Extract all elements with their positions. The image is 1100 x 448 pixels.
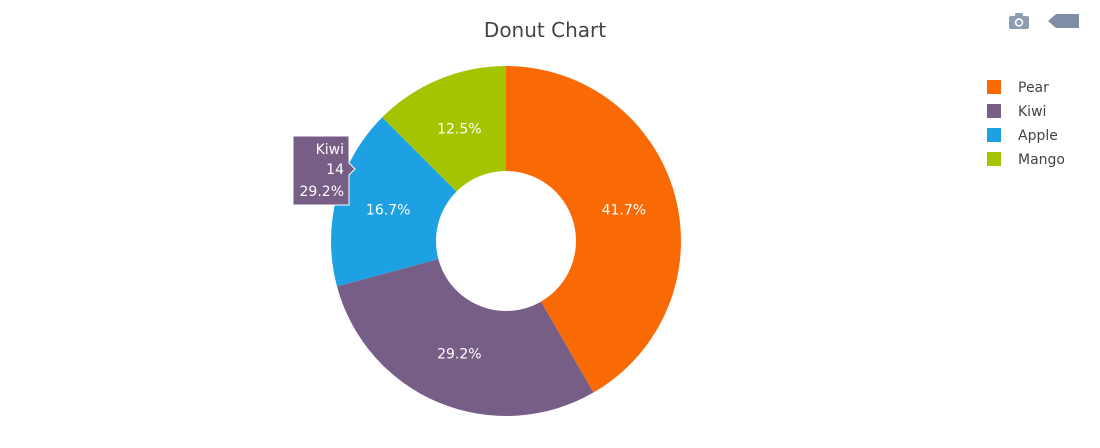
legend-item-pear[interactable]: Pear [987,80,1049,96]
tooltip-label: Kiwi [316,142,344,158]
donut-slices [331,66,681,416]
slice-mango[interactable] [382,66,506,192]
slice-kiwi[interactable] [336,259,594,416]
plotly-logo-icon[interactable] [1046,12,1080,30]
tooltip-box [292,135,356,206]
legend-item-mango[interactable]: Mango [987,152,1065,168]
tooltip-value: 14 [326,162,344,178]
slice-label-kiwi: 29.2% [437,347,481,363]
tooltip-percent: 29.2% [300,184,344,200]
legend-item-kiwi[interactable]: Kiwi [987,104,1046,120]
slice-pear[interactable] [506,66,681,393]
legend-item-apple[interactable]: Apple [987,128,1058,144]
legend-label-pear: Pear [1018,80,1049,96]
camera-icon[interactable] [1008,12,1030,30]
slice-labels: 41.7% 29.2% 16.7% 12.5% [366,121,646,362]
legend: Pear Kiwi Apple Mango [987,80,1065,168]
legend-swatch-kiwi [987,104,1001,118]
legend-swatch-pear [987,80,1001,94]
legend-label-mango: Mango [1018,152,1065,168]
legend-label-apple: Apple [1018,128,1058,144]
slice-apple[interactable] [331,117,457,287]
chart-title: Donut Chart [484,18,606,42]
slice-label-pear: 41.7% [602,202,646,218]
modebar [1008,12,1080,30]
slice-label-apple: 16.7% [366,202,410,218]
legend-label-kiwi: Kiwi [1018,104,1046,120]
legend-swatch-mango [987,152,1001,166]
hover-tooltip: Kiwi 14 29.2% [292,135,356,206]
legend-swatch-apple [987,128,1001,142]
slice-label-mango: 12.5% [437,121,481,137]
